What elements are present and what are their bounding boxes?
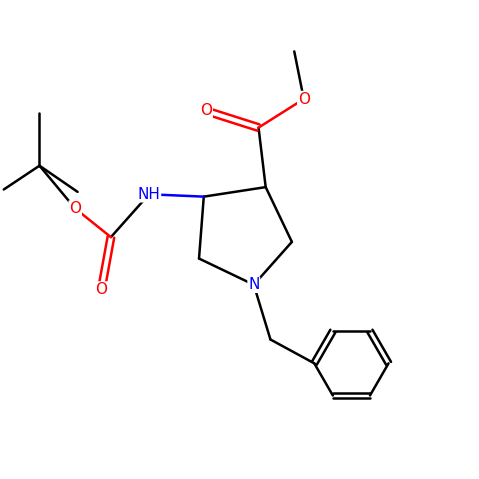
Text: O: O xyxy=(298,91,310,106)
Text: NH: NH xyxy=(137,187,160,202)
Text: N: N xyxy=(248,277,260,292)
Text: O: O xyxy=(200,103,212,118)
Text: O: O xyxy=(69,201,81,216)
Text: O: O xyxy=(95,282,107,297)
